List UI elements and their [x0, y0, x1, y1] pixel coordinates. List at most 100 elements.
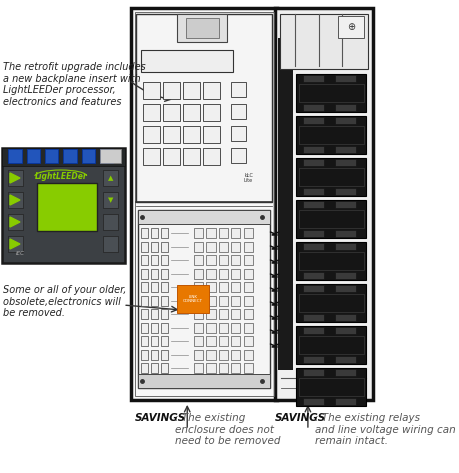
- Bar: [140, 363, 148, 373]
- Bar: [143, 126, 159, 143]
- Text: The retrofit upgrade includes
a new backplane insert with
LightLEEDer processor,: The retrofit upgrade includes a new back…: [3, 62, 146, 107]
- Bar: [231, 228, 240, 238]
- Bar: [202, 148, 219, 165]
- Bar: [231, 323, 240, 333]
- Bar: [138, 210, 270, 224]
- Bar: [334, 356, 355, 363]
- Bar: [194, 296, 202, 306]
- Bar: [334, 243, 355, 250]
- Bar: [243, 350, 252, 359]
- Bar: [302, 201, 324, 208]
- Bar: [141, 50, 233, 72]
- Bar: [279, 14, 367, 69]
- Bar: [103, 170, 118, 186]
- Polygon shape: [10, 195, 20, 205]
- Bar: [163, 104, 179, 121]
- Bar: [160, 242, 168, 252]
- Bar: [140, 269, 148, 279]
- Text: LINK
CONNECT: LINK CONNECT: [183, 295, 203, 303]
- Bar: [218, 296, 228, 306]
- Bar: [8, 170, 23, 186]
- Bar: [150, 350, 158, 359]
- Bar: [140, 296, 148, 306]
- Polygon shape: [10, 217, 20, 227]
- Bar: [45, 149, 58, 163]
- Bar: [2, 148, 124, 166]
- Bar: [140, 350, 148, 359]
- Bar: [296, 200, 365, 238]
- Bar: [150, 309, 158, 319]
- Text: LightLEEDer: LightLEEDer: [34, 172, 87, 181]
- Bar: [206, 269, 215, 279]
- Bar: [103, 236, 118, 252]
- Bar: [150, 269, 158, 279]
- Bar: [231, 255, 240, 265]
- Bar: [138, 210, 270, 388]
- Bar: [150, 282, 158, 292]
- Bar: [231, 336, 240, 346]
- Bar: [243, 242, 252, 252]
- Bar: [298, 168, 363, 186]
- Bar: [243, 296, 252, 306]
- Bar: [298, 294, 363, 312]
- Bar: [37, 183, 96, 231]
- Bar: [296, 284, 365, 322]
- Bar: [160, 296, 168, 306]
- Bar: [206, 323, 215, 333]
- Bar: [231, 363, 240, 373]
- Bar: [302, 272, 324, 279]
- Bar: [8, 192, 23, 208]
- Bar: [230, 126, 246, 141]
- Bar: [231, 269, 240, 279]
- Bar: [194, 228, 202, 238]
- Bar: [136, 14, 272, 202]
- Bar: [302, 327, 324, 334]
- Bar: [177, 285, 208, 313]
- Bar: [163, 82, 179, 99]
- Bar: [103, 214, 118, 230]
- Bar: [206, 282, 215, 292]
- Bar: [100, 149, 121, 163]
- Bar: [143, 104, 159, 121]
- Bar: [302, 356, 324, 363]
- Bar: [334, 398, 355, 405]
- Bar: [140, 336, 148, 346]
- Bar: [277, 38, 292, 370]
- Bar: [334, 369, 355, 376]
- Bar: [183, 126, 199, 143]
- Bar: [183, 104, 199, 121]
- Bar: [150, 296, 158, 306]
- Bar: [334, 75, 355, 82]
- Bar: [81, 149, 95, 163]
- Bar: [160, 282, 168, 292]
- Bar: [218, 228, 228, 238]
- Bar: [298, 252, 363, 270]
- Bar: [218, 269, 228, 279]
- Bar: [194, 242, 202, 252]
- Bar: [183, 82, 199, 99]
- Bar: [143, 82, 159, 99]
- Bar: [302, 398, 324, 405]
- Bar: [140, 242, 148, 252]
- Bar: [150, 323, 158, 333]
- Bar: [334, 230, 355, 237]
- Bar: [296, 368, 365, 406]
- Bar: [243, 363, 252, 373]
- Bar: [218, 309, 228, 319]
- Polygon shape: [10, 239, 20, 249]
- Bar: [302, 117, 324, 124]
- Bar: [243, 255, 252, 265]
- Bar: [206, 336, 215, 346]
- Bar: [8, 214, 23, 230]
- Bar: [218, 363, 228, 373]
- Bar: [334, 327, 355, 334]
- Text: IEC: IEC: [16, 251, 24, 255]
- Bar: [334, 159, 355, 166]
- Bar: [230, 148, 246, 163]
- Bar: [206, 228, 215, 238]
- Bar: [218, 242, 228, 252]
- Bar: [150, 242, 158, 252]
- Bar: [100, 149, 113, 163]
- Bar: [230, 104, 246, 119]
- Bar: [231, 350, 240, 359]
